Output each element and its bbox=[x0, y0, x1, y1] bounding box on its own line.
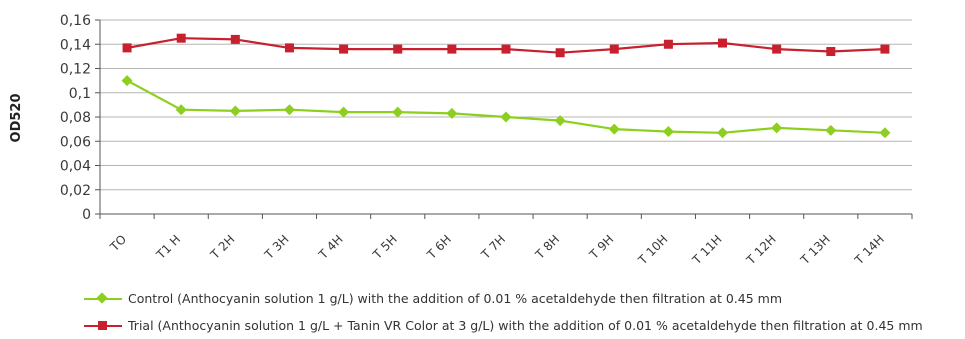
y-tick-labels: 0 0,02 0,04 0,06 0,08 0,1 0,12 0,14 0,16 bbox=[60, 13, 91, 223]
data-point-control bbox=[283, 104, 295, 116]
y-tick-label: 0,06 bbox=[60, 134, 91, 150]
data-point-trial bbox=[284, 43, 294, 53]
x-tick-label: T 4H bbox=[315, 232, 345, 262]
data-point-trial bbox=[339, 44, 349, 54]
x-tick-label: T 10H bbox=[635, 232, 671, 268]
x-tick-label: T 6H bbox=[424, 232, 454, 262]
y-tick-label: 0,1 bbox=[69, 86, 91, 102]
x-tick-label: T 9H bbox=[586, 232, 616, 262]
x-tick-label: T 3H bbox=[261, 232, 291, 262]
y-tick-label: 0,12 bbox=[60, 62, 91, 78]
data-point-trial bbox=[501, 44, 511, 54]
data-point-control bbox=[879, 127, 891, 139]
y-tick-label: 0,16 bbox=[60, 13, 91, 29]
x-tick-label: T 7H bbox=[478, 232, 508, 262]
x-tick-label: T 14H bbox=[851, 232, 887, 268]
data-point-control bbox=[771, 122, 783, 134]
data-point-control bbox=[717, 127, 729, 139]
series-group bbox=[121, 33, 891, 139]
data-point-trial bbox=[772, 44, 782, 54]
data-point-trial bbox=[609, 44, 619, 54]
data-point-trial bbox=[663, 39, 673, 49]
x-tick-label: T 8H bbox=[532, 232, 562, 262]
x-tick-label: T 5H bbox=[370, 232, 400, 262]
y-tick-label: 0,08 bbox=[60, 110, 91, 126]
y-axis-label: OD520 bbox=[9, 94, 24, 143]
data-point-trial bbox=[393, 44, 403, 54]
data-point-control bbox=[229, 105, 241, 117]
legend-swatch-control bbox=[84, 291, 122, 305]
legend-label-control: Control (Anthocyanin solution 1 g/L) wit… bbox=[128, 291, 783, 306]
data-point-control bbox=[554, 115, 566, 127]
data-point-control bbox=[446, 107, 458, 119]
data-point-control bbox=[662, 126, 674, 138]
x-tick-label: T 11H bbox=[689, 232, 725, 268]
legend-label-trial: Trial (Anthocyanin solution 1 g/L + Tani… bbox=[128, 318, 923, 333]
data-point-trial bbox=[122, 43, 132, 53]
x-tick-label: T 12H bbox=[743, 232, 779, 268]
data-point-control bbox=[608, 123, 620, 135]
data-point-trial bbox=[880, 44, 890, 54]
data-point-control bbox=[338, 106, 350, 118]
series-line-control bbox=[126, 79, 885, 134]
data-point-control bbox=[121, 75, 133, 87]
data-point-control bbox=[392, 106, 404, 118]
x-tick-label: T1 H bbox=[153, 232, 183, 262]
data-point-trial bbox=[555, 48, 565, 58]
y-tick-label: 0,04 bbox=[60, 159, 91, 175]
legend-item-trial: Trial (Anthocyanin solution 1 g/L + Tani… bbox=[84, 318, 923, 333]
x-tick-label: T 2H bbox=[207, 232, 237, 262]
data-point-control bbox=[825, 124, 837, 136]
x-tick-label: TO bbox=[107, 232, 129, 254]
y-tick-label: 0,02 bbox=[60, 183, 91, 199]
data-point-trial bbox=[447, 44, 457, 54]
data-point-control bbox=[175, 104, 187, 116]
legend-item-control: Control (Anthocyanin solution 1 g/L) wit… bbox=[84, 291, 782, 306]
axes bbox=[95, 19, 913, 219]
data-point-trial bbox=[176, 33, 186, 43]
data-point-trial bbox=[826, 47, 836, 57]
x-tick-label: T 13H bbox=[797, 232, 833, 268]
gridlines bbox=[100, 19, 912, 191]
data-point-trial bbox=[230, 34, 240, 44]
y-tick-label: 0,14 bbox=[60, 37, 91, 53]
x-tick-labels: TO T1 H T 2H T 3H T 4H T 5H T 6H T 7H T 8H T 9H T … bbox=[107, 232, 887, 268]
data-point-trial bbox=[718, 38, 728, 48]
legend-swatch-trial bbox=[84, 320, 122, 332]
y-tick-label: 0 bbox=[82, 207, 91, 223]
data-point-control bbox=[500, 111, 512, 123]
